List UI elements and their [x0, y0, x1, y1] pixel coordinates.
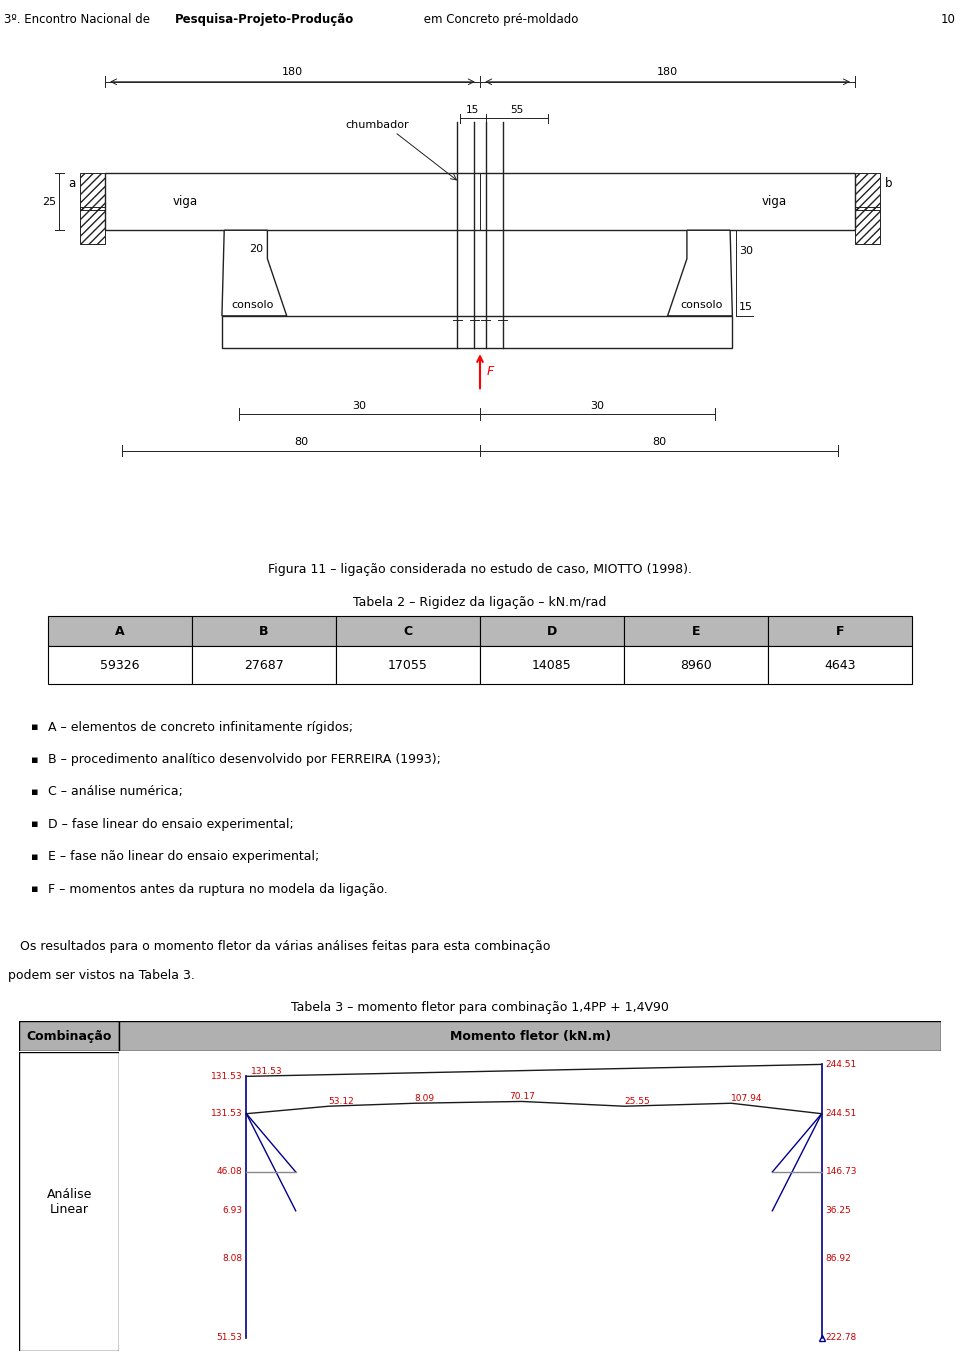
- Text: 244.51: 244.51: [826, 1059, 857, 1069]
- Text: 25: 25: [42, 197, 56, 206]
- Text: podem ser vistos na Tabela 3.: podem ser vistos na Tabela 3.: [8, 968, 195, 982]
- Text: 8.08: 8.08: [222, 1253, 242, 1263]
- Bar: [48, 646, 192, 684]
- Text: ▪: ▪: [32, 755, 38, 765]
- Text: Tabela 2 – Rigidez da ligação – kN.m/rad: Tabela 2 – Rigidez da ligação – kN.m/rad: [353, 596, 607, 610]
- Text: Tabela 3 – momento fletor para combinação 1,4PP + 1,4V90: Tabela 3 – momento fletor para combinaçã…: [291, 1001, 669, 1014]
- Text: 36.25: 36.25: [826, 1206, 852, 1215]
- Text: 222.78: 222.78: [826, 1334, 857, 1342]
- Bar: [222, 316, 732, 348]
- Text: 86.92: 86.92: [826, 1253, 852, 1263]
- Text: F: F: [836, 625, 844, 638]
- Bar: [80, 208, 105, 244]
- Text: 4643: 4643: [825, 659, 855, 672]
- Text: 3º. Encontro Nacional de: 3º. Encontro Nacional de: [4, 12, 154, 26]
- Text: 131.53: 131.53: [210, 1109, 242, 1118]
- Text: Momento fletor (kN.m): Momento fletor (kN.m): [449, 1029, 611, 1043]
- Text: F: F: [487, 365, 494, 379]
- Text: 53.12: 53.12: [328, 1097, 354, 1105]
- Bar: [48, 617, 192, 646]
- Text: consolo: consolo: [231, 300, 274, 310]
- Text: 6.93: 6.93: [222, 1206, 242, 1215]
- Text: 59326: 59326: [100, 659, 140, 672]
- Text: ▪: ▪: [32, 884, 38, 894]
- Text: Pesquisa-Projeto-Produção: Pesquisa-Projeto-Produção: [175, 12, 354, 26]
- Text: Combinação: Combinação: [27, 1029, 112, 1043]
- Text: ▪: ▪: [32, 851, 38, 862]
- Bar: [336, 617, 480, 646]
- Polygon shape: [667, 231, 732, 316]
- Bar: [119, 1021, 941, 1051]
- Text: B: B: [259, 625, 269, 638]
- Text: ▪: ▪: [32, 819, 38, 830]
- Bar: [624, 617, 768, 646]
- Text: a: a: [68, 177, 75, 190]
- Bar: [480, 646, 624, 684]
- Bar: [19, 1021, 119, 1051]
- Text: B – procedimento analítico desenvolvido por FERREIRA (1993);: B – procedimento analítico desenvolvido …: [48, 754, 441, 766]
- Text: A – elementos de concreto infinitamente rígidos;: A – elementos de concreto infinitamente …: [48, 721, 353, 733]
- Text: 10: 10: [941, 12, 956, 26]
- Text: 30: 30: [739, 246, 754, 255]
- Text: 46.08: 46.08: [217, 1168, 242, 1176]
- Text: F – momentos antes da ruptura no modela da ligação.: F – momentos antes da ruptura no modela …: [48, 883, 388, 895]
- Bar: [336, 646, 480, 684]
- Text: 8.09: 8.09: [415, 1093, 435, 1103]
- Bar: [855, 174, 880, 209]
- Bar: [768, 646, 912, 684]
- Text: D – fase linear do ensaio experimental;: D – fase linear do ensaio experimental;: [48, 818, 294, 831]
- Bar: [192, 617, 336, 646]
- Text: 30: 30: [590, 401, 605, 410]
- Text: C – análise numérica;: C – análise numérica;: [48, 785, 182, 799]
- Bar: [105, 174, 855, 231]
- Text: 107.94: 107.94: [732, 1093, 763, 1103]
- Text: ▪: ▪: [32, 722, 38, 732]
- Text: 131.53: 131.53: [251, 1067, 282, 1077]
- Text: chumbador: chumbador: [346, 120, 410, 130]
- Polygon shape: [222, 231, 287, 316]
- Text: 55: 55: [511, 105, 523, 115]
- Bar: [192, 646, 336, 684]
- Text: 131.53: 131.53: [210, 1071, 242, 1081]
- Text: Figura 11 – ligação considerada no estudo de caso, MIOTTO (1998).: Figura 11 – ligação considerada no estud…: [268, 562, 692, 576]
- Text: 20: 20: [250, 243, 263, 254]
- Text: 51.53: 51.53: [216, 1334, 242, 1342]
- Text: E – fase não linear do ensaio experimental;: E – fase não linear do ensaio experiment…: [48, 850, 320, 864]
- Text: 180: 180: [657, 67, 678, 77]
- Text: 244.51: 244.51: [826, 1109, 857, 1118]
- Text: 146.73: 146.73: [826, 1168, 857, 1176]
- Bar: [80, 174, 105, 209]
- Text: consolo: consolo: [681, 300, 723, 310]
- Text: D: D: [547, 625, 557, 638]
- Text: E: E: [692, 625, 700, 638]
- Text: 80: 80: [652, 437, 666, 447]
- Text: 70.17: 70.17: [509, 1092, 535, 1101]
- Text: C: C: [403, 625, 413, 638]
- Text: 17055: 17055: [388, 659, 428, 672]
- Text: 180: 180: [282, 67, 303, 77]
- Bar: [768, 617, 912, 646]
- Text: viga: viga: [173, 196, 198, 208]
- Text: b: b: [885, 177, 892, 190]
- Text: 30: 30: [352, 401, 367, 410]
- Text: 8960: 8960: [680, 659, 712, 672]
- Text: Os resultados para o momento fletor da várias análises feitas para esta combinaç: Os resultados para o momento fletor da v…: [20, 940, 550, 953]
- Text: 14085: 14085: [532, 659, 572, 672]
- Text: em Concreto pré-moldado: em Concreto pré-moldado: [420, 12, 578, 26]
- Text: 25.55: 25.55: [624, 1097, 650, 1105]
- Text: viga: viga: [762, 196, 787, 208]
- Bar: [480, 617, 624, 646]
- Text: 27687: 27687: [244, 659, 284, 672]
- Text: Análise
Linear: Análise Linear: [46, 1188, 92, 1215]
- Text: ▪: ▪: [32, 786, 38, 797]
- Bar: [624, 646, 768, 684]
- Text: A: A: [115, 625, 125, 638]
- Text: 80: 80: [294, 437, 308, 447]
- Bar: [855, 208, 880, 244]
- Text: 15: 15: [466, 105, 479, 115]
- Text: 15: 15: [739, 301, 754, 312]
